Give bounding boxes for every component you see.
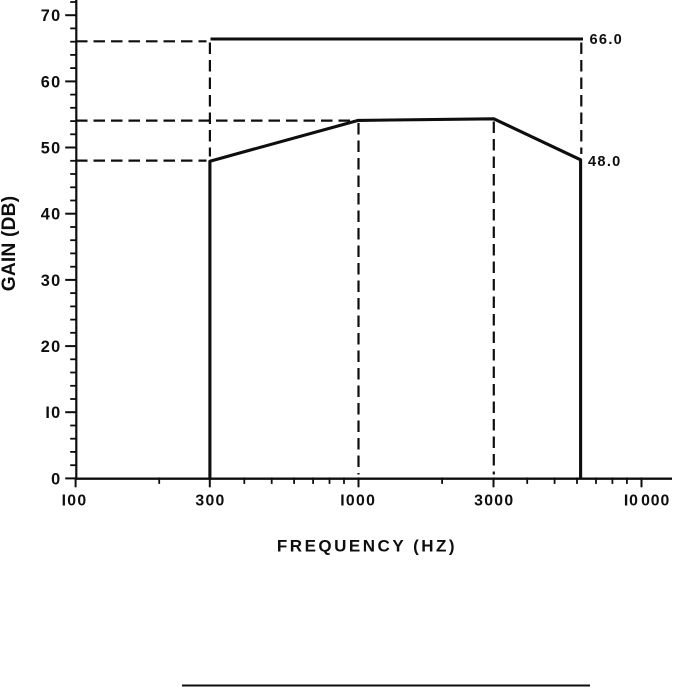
- svg-text:I00: I00: [62, 492, 88, 509]
- svg-text:40: 40: [41, 206, 62, 224]
- svg-text:48.0: 48.0: [588, 154, 622, 170]
- svg-text:I0: I0: [45, 404, 61, 422]
- svg-text:50: 50: [41, 139, 62, 157]
- svg-text:I0 000: I0 000: [624, 492, 670, 509]
- svg-text:I000: I000: [340, 492, 376, 509]
- svg-text:60: 60: [41, 73, 62, 91]
- svg-text:66.0: 66.0: [590, 32, 624, 48]
- svg-text:FREQUENCY (HZ): FREQUENCY (HZ): [277, 536, 457, 555]
- svg-text:300: 300: [195, 492, 225, 509]
- svg-text:0: 0: [51, 470, 61, 488]
- svg-text:3000: 3000: [474, 492, 514, 509]
- svg-text:70: 70: [41, 7, 62, 25]
- svg-text:GAIN (DB): GAIN (DB): [0, 196, 20, 292]
- svg-text:30: 30: [41, 272, 62, 290]
- svg-text:20: 20: [41, 338, 62, 356]
